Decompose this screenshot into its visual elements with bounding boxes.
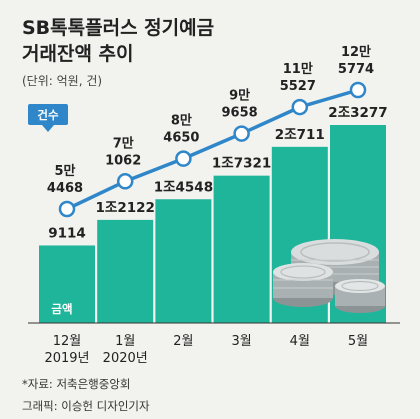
count-legend-badge: 건수	[28, 104, 68, 132]
count-data-label-bottom: 1062	[105, 153, 141, 168]
count-point	[291, 98, 309, 116]
count-data-label-bottom: 4468	[47, 181, 83, 196]
count-point	[233, 125, 250, 142]
coin-stack-illustration	[273, 239, 385, 313]
amount-data-label: 1조2122	[96, 200, 155, 216]
count-data-label-top: 9만	[229, 88, 250, 104]
count-data-label-top: 7만	[113, 135, 134, 151]
x-tick-label: 4월	[290, 334, 310, 349]
amount-data-label: 9114	[48, 225, 86, 241]
count-line	[66, 88, 359, 211]
x-tick-label: 2월	[173, 334, 193, 349]
source-note: *자료: 저축은행중앙회	[22, 377, 131, 391]
x-tick-label: 5월	[348, 334, 368, 349]
count-point	[349, 81, 367, 99]
count-data-label-bottom: 5774	[338, 62, 374, 77]
count-data-label-bottom: 4650	[163, 131, 199, 146]
unit-note: (단위: 억원, 건)	[22, 74, 102, 88]
amount-badge-label: 금액	[51, 302, 72, 316]
count-data-label-top: 5만	[54, 163, 75, 179]
x-tick-label: 1월	[115, 334, 135, 349]
x-tick-label: 2019년	[44, 351, 89, 366]
count-data-label-top: 11만	[283, 61, 313, 77]
x-axis-ticks: 12월 2019년 1월 2020년 2월 3월 4월 5월	[44, 334, 368, 366]
amount-bar	[155, 199, 212, 323]
amount-bar	[39, 245, 95, 323]
count-point	[58, 200, 76, 218]
count-point	[116, 173, 134, 190]
amount-data-label: 2조711	[275, 127, 325, 143]
count-data-label-top: 8만	[171, 113, 192, 129]
chart-title-line1: SB톡톡플러스 정기예금	[22, 17, 214, 39]
count-badge-label: 건수	[37, 108, 59, 122]
amount-data-label: 1조4548	[154, 179, 213, 195]
x-tick-label: 12월	[53, 334, 82, 349]
x-tick-label: 3월	[231, 334, 251, 349]
chart-title-line2: 거래잔액 추이	[22, 43, 134, 65]
amount-data-label: 2조3277	[328, 105, 387, 121]
amount-bar	[97, 219, 154, 323]
credit-note: 그래픽: 이승헌 디자인기자	[22, 399, 150, 413]
count-points	[58, 81, 367, 218]
count-data-label-bottom: 5527	[280, 79, 316, 94]
count-labels: 5만 4468 7만 1062 8만 4650 9만 9658 11만 5527 12만 5774	[47, 44, 374, 196]
amount-data-label: 1조7321	[212, 156, 271, 172]
count-data-label-top: 12만	[341, 44, 371, 60]
count-data-label-bottom: 9658	[222, 106, 258, 121]
count-point	[175, 150, 192, 167]
amount-bar	[213, 175, 270, 323]
x-tick-label: 2020년	[103, 351, 148, 366]
